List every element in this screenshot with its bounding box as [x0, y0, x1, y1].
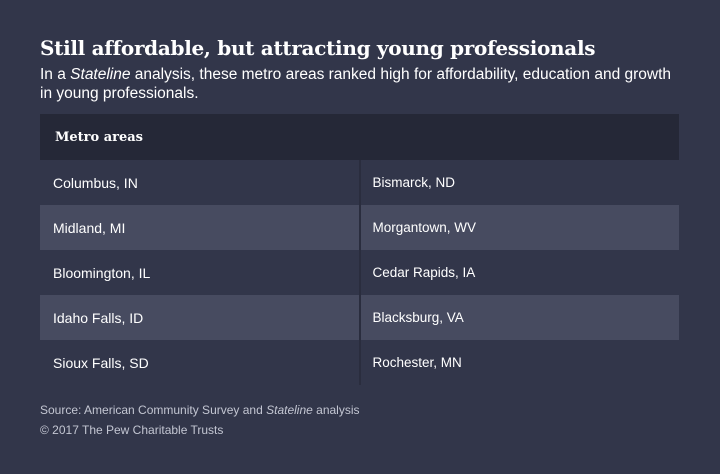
chart-title: Still affordable, but attracting young p…: [40, 36, 596, 60]
table-header: Metro areas: [40, 114, 679, 160]
table-cell: Sioux Falls, SD: [53, 354, 149, 371]
metro-areas-table: Metro areas Columbus, IN Bismarck, ND Midl…: [40, 114, 679, 385]
table-row: Bloomington, IL Cedar Rapids, IA: [40, 250, 679, 295]
table-cell: Rochester, MN: [372, 355, 462, 370]
table-cell: Columbus, IN: [53, 174, 138, 191]
table-cell: Bismarck, ND: [372, 175, 456, 190]
source-emphasis: Stateline: [266, 403, 313, 417]
table-row: Sioux Falls, SD Rochester, MN: [40, 340, 679, 385]
table-cell: Idaho Falls, ID: [53, 309, 144, 326]
copyright-note: © 2017 The Pew Charitable Trusts: [40, 423, 224, 437]
source-note: Source: American Community Survey and St…: [40, 403, 360, 417]
subtitle-suffix: analysis, these metro areas ranked high …: [40, 66, 672, 102]
table-cell: Blacksburg, VA: [372, 310, 464, 325]
subtitle-emphasis: Stateline: [70, 66, 131, 83]
source-suffix: analysis: [312, 403, 360, 417]
chart-subtitle: In a Stateline analysis, these metro are…: [40, 65, 680, 103]
source-prefix: Source: American Community Survey and: [40, 403, 267, 417]
table-cell: Bloomington, IL: [53, 264, 151, 281]
column-divider: [359, 160, 361, 385]
table-body: Columbus, IN Bismarck, ND Midland, MI Morga…: [40, 160, 679, 385]
subtitle-prefix: In a: [40, 66, 71, 83]
table-cell: Cedar Rapids, IA: [372, 265, 476, 280]
table-row: Columbus, IN Bismarck, ND: [40, 160, 679, 205]
table-cell: Morgantown, WV: [372, 220, 477, 235]
table-cell: Midland, MI: [53, 219, 126, 236]
